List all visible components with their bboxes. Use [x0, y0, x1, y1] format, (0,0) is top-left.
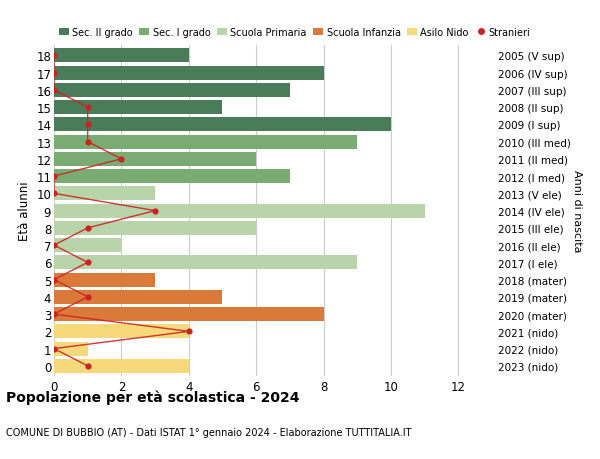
Point [150, 207, 160, 215]
Legend: Sec. II grado, Sec. I grado, Scuola Primaria, Scuola Infanzia, Asilo Nido, Stran: Sec. II grado, Sec. I grado, Scuola Prim… [59, 28, 530, 38]
Point [83, 363, 92, 370]
Point [49, 190, 59, 197]
Bar [54, 135, 357, 149]
Point [83, 104, 92, 112]
Bar [54, 325, 189, 339]
Bar [54, 152, 256, 167]
Bar [54, 84, 290, 98]
Bar [54, 204, 425, 218]
Bar [54, 101, 223, 115]
Point [184, 328, 194, 335]
Point [49, 52, 59, 60]
Text: COMUNE DI BUBBIO (AT) - Dati ISTAT 1° gennaio 2024 - Elaborazione TUTTITALIA.IT: COMUNE DI BUBBIO (AT) - Dati ISTAT 1° ge… [6, 427, 412, 437]
Point [49, 345, 59, 353]
Point [49, 276, 59, 284]
Point [49, 173, 59, 180]
Point [49, 311, 59, 318]
Bar [54, 187, 155, 201]
Bar [54, 170, 290, 184]
Bar [54, 118, 391, 132]
Bar [54, 342, 88, 356]
Point [83, 121, 92, 129]
Point [49, 242, 59, 249]
Point [83, 225, 92, 232]
Y-axis label: Anni di nascita: Anni di nascita [572, 170, 581, 252]
Point [83, 294, 92, 301]
Bar [54, 256, 357, 270]
Point [83, 139, 92, 146]
Bar [54, 359, 189, 373]
Bar [54, 308, 323, 321]
Point [83, 259, 92, 266]
Bar [54, 290, 223, 304]
Bar [54, 273, 155, 287]
Y-axis label: Età alunni: Età alunni [17, 181, 31, 241]
Bar [54, 239, 121, 252]
Bar [54, 49, 189, 63]
Text: Popolazione per età scolastica - 2024: Popolazione per età scolastica - 2024 [6, 390, 299, 405]
Point [49, 70, 59, 77]
Point [49, 87, 59, 95]
Point [116, 156, 126, 163]
Bar [54, 67, 323, 80]
Bar [54, 221, 256, 235]
